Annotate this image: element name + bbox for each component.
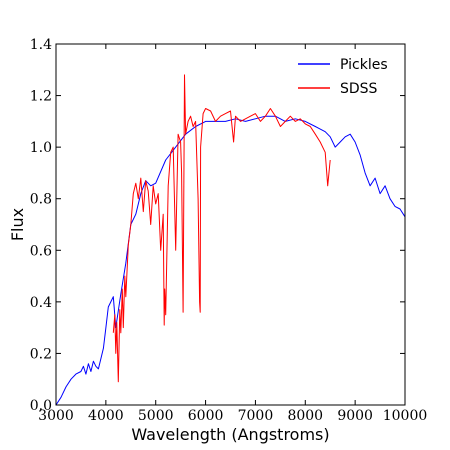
x-tick-label: 8000 [287,408,323,424]
x-tick-label: 5000 [138,408,174,424]
x-tick-label: 4000 [88,408,124,424]
x-tick-label: 10000 [383,408,428,424]
y-tick-label: 0.6 [30,243,52,259]
x-tick-label: 3000 [38,408,74,424]
y-tick-label: 1.0 [30,140,52,156]
legend: Pickles SDSS [298,57,388,97]
x-tick-label: 9000 [337,408,373,424]
y-axis-label: Flux [8,208,27,241]
y-tick-label: 1.2 [30,89,52,105]
series-layer [55,74,406,406]
x-axis-label: Wavelength (Angstroms) [131,425,329,444]
legend-label-sdss: SDSS [340,81,378,97]
tick-layer: 3000 4000 5000 6000 7000 8000 9000 10000 0.0 0.2 0… [30,37,428,424]
plot-area-frame [55,43,406,406]
y-tick-label: 1.4 [30,37,52,53]
x-tick-label: 7000 [238,408,274,424]
y-tick-label: 0.4 [30,295,52,311]
x-tick-label: 6000 [188,408,224,424]
y-tick-label: 0.0 [30,398,52,414]
series-line-sdss [112,74,331,383]
legend-label-pickles: Pickles [340,57,388,73]
y-tick-label: 0.2 [30,346,52,362]
y-tick-label: 0.8 [30,192,52,208]
